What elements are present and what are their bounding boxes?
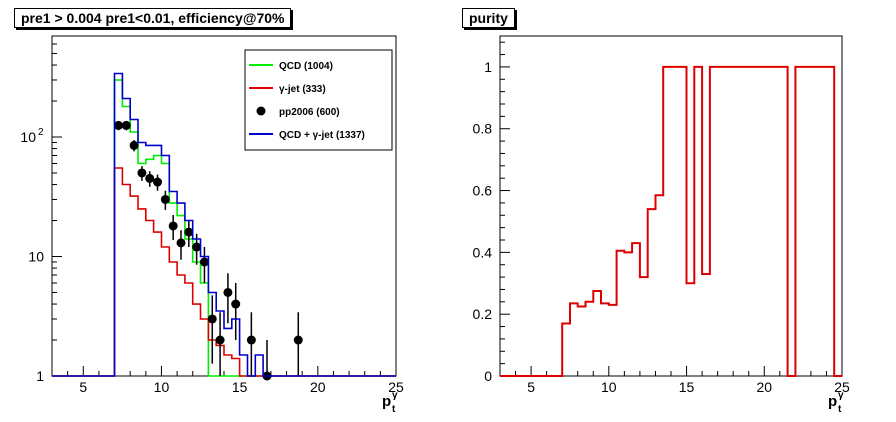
chart2-series-0-hist <box>500 65 842 377</box>
chart1-y-tick-label: 1 <box>36 368 44 384</box>
chart2-x-axis-label: p <box>828 393 837 410</box>
chart2-x-tick-label: 10 <box>601 379 617 395</box>
chart-title-left: pre1 > 0.004 pre1<0.01, efficiency@70% <box>14 8 292 28</box>
chart2-y-tick-label: 1 <box>484 59 492 75</box>
chart2-y-tick-label: 0.6 <box>473 183 493 199</box>
legend-label-2: pp2006 (600) <box>279 107 340 118</box>
chart1-x-axis-label-sup: γ <box>392 390 398 401</box>
chart2-x-tick-label: 15 <box>679 379 695 395</box>
chart1-data-point <box>199 257 209 267</box>
chart1-x-axis-label: p <box>382 393 391 410</box>
chart1-x-tick-label: 5 <box>79 379 87 395</box>
chart1-data-point <box>184 227 194 237</box>
chart1-series-1-hist <box>52 167 396 377</box>
chart2-plot-frame <box>499 35 843 377</box>
chart1-x-tick-label: 25 <box>388 379 404 395</box>
chart1-x-tick-label: 15 <box>232 379 248 395</box>
chart1-y-tick-exponent: 2 <box>38 127 44 138</box>
chart1-y-tick-label: 10 <box>20 129 36 145</box>
chart1-data-point <box>176 238 186 248</box>
chart2-x-axis-label-sup: γ <box>838 390 844 401</box>
legend-label-0: QCD (1004) <box>279 61 333 72</box>
chart2-x-axis-label-sub: t <box>838 404 842 415</box>
chart1-data-point <box>113 120 123 130</box>
chart1-x-tick-label: 10 <box>154 379 170 395</box>
chart2-x-tick-label: 20 <box>756 379 772 395</box>
chart1-data-point <box>207 314 217 324</box>
chart2-y-tick-label: 0.8 <box>473 121 493 137</box>
chart1-data-point <box>293 335 303 345</box>
chart2-x-tick-label: 5 <box>527 379 535 395</box>
chart2-x-tick-label: 25 <box>834 379 850 395</box>
chart2-y-tick-label: 0.4 <box>473 244 493 260</box>
chart1-x-tick-label: 20 <box>310 379 326 395</box>
chart1-data-point <box>153 177 163 187</box>
legend-marker-2 <box>256 106 266 116</box>
chart1-series-3-hist <box>52 72 396 377</box>
chart2-y-tick-label: 0 <box>484 368 492 384</box>
chart1-data-point <box>231 299 241 309</box>
chart1-data-point <box>145 173 155 183</box>
legend-label-1: γ-jet (333) <box>279 84 326 95</box>
legend-label-3: QCD + γ-jet (1337) <box>279 130 365 141</box>
chart-title-right: purity <box>462 8 515 28</box>
chart1-data-point <box>215 335 225 345</box>
chart1-data-point <box>192 242 202 252</box>
chart1-data-point <box>246 335 256 345</box>
chart1-data-point <box>137 168 147 178</box>
chart1-x-axis-label-sub: t <box>392 404 396 415</box>
chart1-y-tick-label: 10 <box>28 248 44 264</box>
chart2-y-tick-label: 0.2 <box>473 306 493 322</box>
chart1-data-point <box>121 120 131 130</box>
chart1-data-point <box>160 194 170 204</box>
chart1-data-point <box>223 287 233 297</box>
chart1-data-point <box>168 221 178 231</box>
chart1-data-point <box>129 140 139 150</box>
